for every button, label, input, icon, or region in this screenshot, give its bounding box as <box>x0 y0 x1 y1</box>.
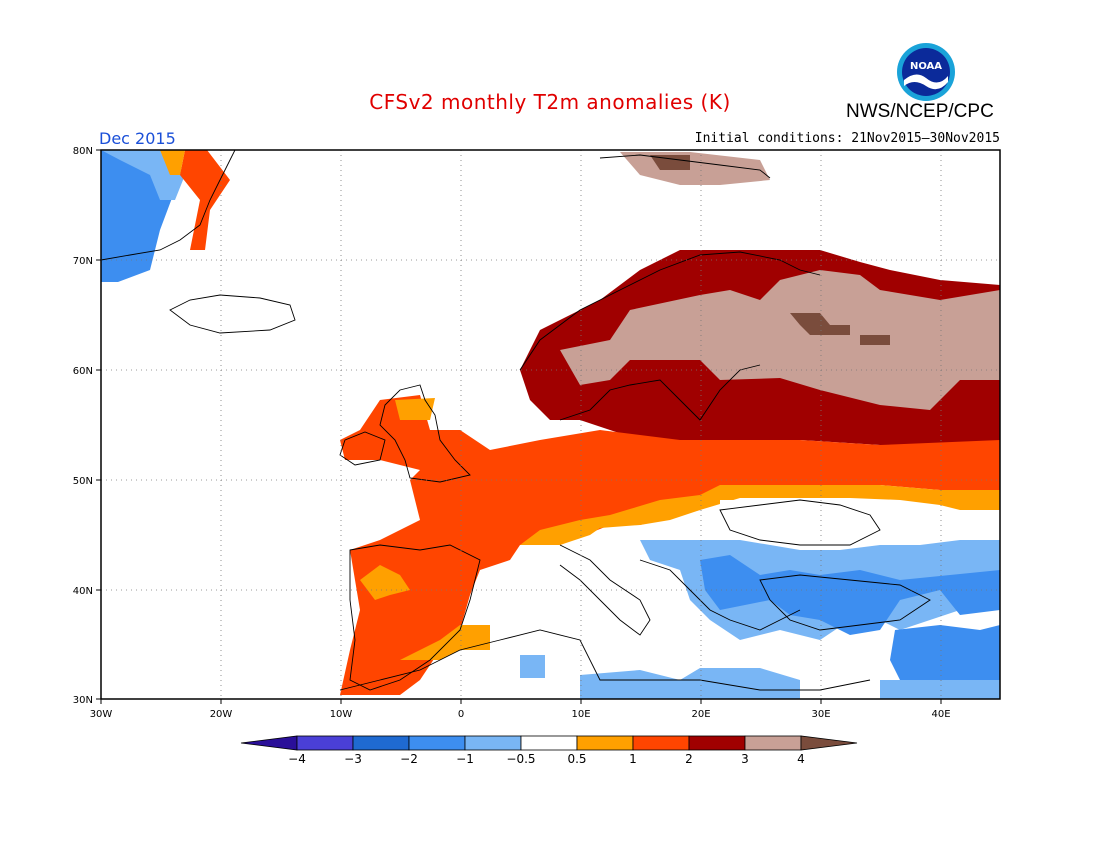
initial-conditions: Initial conditions: 21Nov2015—30Nov2015 <box>694 131 1000 146</box>
anomaly-shading <box>101 150 1000 699</box>
lat-labels: 80N 70N 60N 50N 40N 30N <box>73 146 93 706</box>
africa-light-blue <box>580 668 800 699</box>
colorbar-swatch <box>520 735 578 751</box>
black-sea-coast <box>719 499 881 546</box>
scandinavia-brown <box>560 270 1000 410</box>
colorbar-label: −0.5 <box>506 752 535 766</box>
lon-label: 30E <box>811 709 830 720</box>
lat-label: 30N <box>73 695 93 706</box>
coastlines <box>101 150 931 691</box>
italy-coast <box>559 544 651 636</box>
iberia-orange <box>360 565 410 600</box>
black-sea-white <box>720 500 880 545</box>
tick-marks <box>96 149 942 704</box>
lon-label: 30W <box>90 709 113 720</box>
plot-frame <box>100 149 1001 700</box>
britain-coast <box>379 384 471 483</box>
colorbar-arrow-high <box>800 735 858 751</box>
colorbar-label: −3 <box>344 752 362 766</box>
europe-orange-band <box>520 485 1000 545</box>
agency-label: NWS/NCEP/CPC <box>846 101 994 122</box>
colorbar-label: 2 <box>685 752 693 766</box>
lon-label: 10E <box>571 709 590 720</box>
lon-label: 20E <box>691 709 710 720</box>
lon-label: 10W <box>330 709 353 720</box>
colorbar-swatch <box>632 735 690 751</box>
svalbard-dark <box>650 155 690 170</box>
colorbar-label: −4 <box>288 752 306 766</box>
colorbar-swatch <box>688 735 746 751</box>
greenland-cold-light <box>101 150 185 200</box>
colorbar-label: 1 <box>629 752 637 766</box>
greenland-orange <box>160 150 185 175</box>
balkan-coast <box>639 559 801 631</box>
colorbar-arrow-low <box>240 735 298 751</box>
colorbar-swatch <box>576 735 634 751</box>
colorbar-label: −1 <box>456 752 474 766</box>
baltic-coast <box>559 364 761 421</box>
svalbard-coast <box>599 154 771 179</box>
lat-label: 70N <box>73 256 93 267</box>
lon-label: 0 <box>458 709 464 720</box>
north-africa-orange <box>400 625 490 660</box>
africa-coast <box>339 629 871 691</box>
middle-east-light <box>880 680 1000 699</box>
map-title: CFSv2 monthly T2m anomalies (K) <box>369 90 731 114</box>
colorbar-label: 3 <box>741 752 749 766</box>
sahara-spot <box>520 655 545 678</box>
lat-label: 80N <box>73 146 93 157</box>
colorbar-label: 0.5 <box>567 752 586 766</box>
colorbar-swatch <box>296 735 354 751</box>
logo-text: NOAA <box>910 61 942 72</box>
lon-label: 20W <box>210 709 233 720</box>
uk-orange <box>395 398 435 420</box>
lon-label: 40E <box>931 709 950 720</box>
colorbar-swatch <box>464 735 522 751</box>
noaa-logo-icon: NOAA <box>897 43 955 101</box>
iberia-coast <box>349 544 481 691</box>
lat-label: 50N <box>73 476 93 487</box>
lat-label: 40N <box>73 586 93 597</box>
anatolia-coast <box>759 574 931 631</box>
greenland-coast <box>101 150 236 261</box>
lon-labels: 30W 20W 10W 0 10E 20E 30E 40E <box>90 709 951 720</box>
colorbar-label: −2 <box>400 752 418 766</box>
colorbar: −4 −3 −2 −1 −0.5 0.5 1 2 3 4 <box>240 735 858 766</box>
lat-label: 60N <box>73 366 93 377</box>
forecast-month: Dec 2015 <box>99 129 176 148</box>
iceland-coast <box>169 294 296 334</box>
turkey-blue <box>700 555 1000 635</box>
russia-above-4 <box>790 313 850 335</box>
colorbar-swatch <box>744 735 802 751</box>
colorbar-swatch <box>352 735 410 751</box>
russia-above-4b <box>860 335 890 345</box>
colorbar-label: 4 <box>797 752 805 766</box>
colorbar-swatch <box>408 735 466 751</box>
norway-coast <box>519 251 821 371</box>
ireland-coast <box>339 431 386 466</box>
greenland-warm-edge <box>180 150 230 250</box>
europe-red <box>340 395 1000 695</box>
middle-east-blue <box>890 625 1000 690</box>
